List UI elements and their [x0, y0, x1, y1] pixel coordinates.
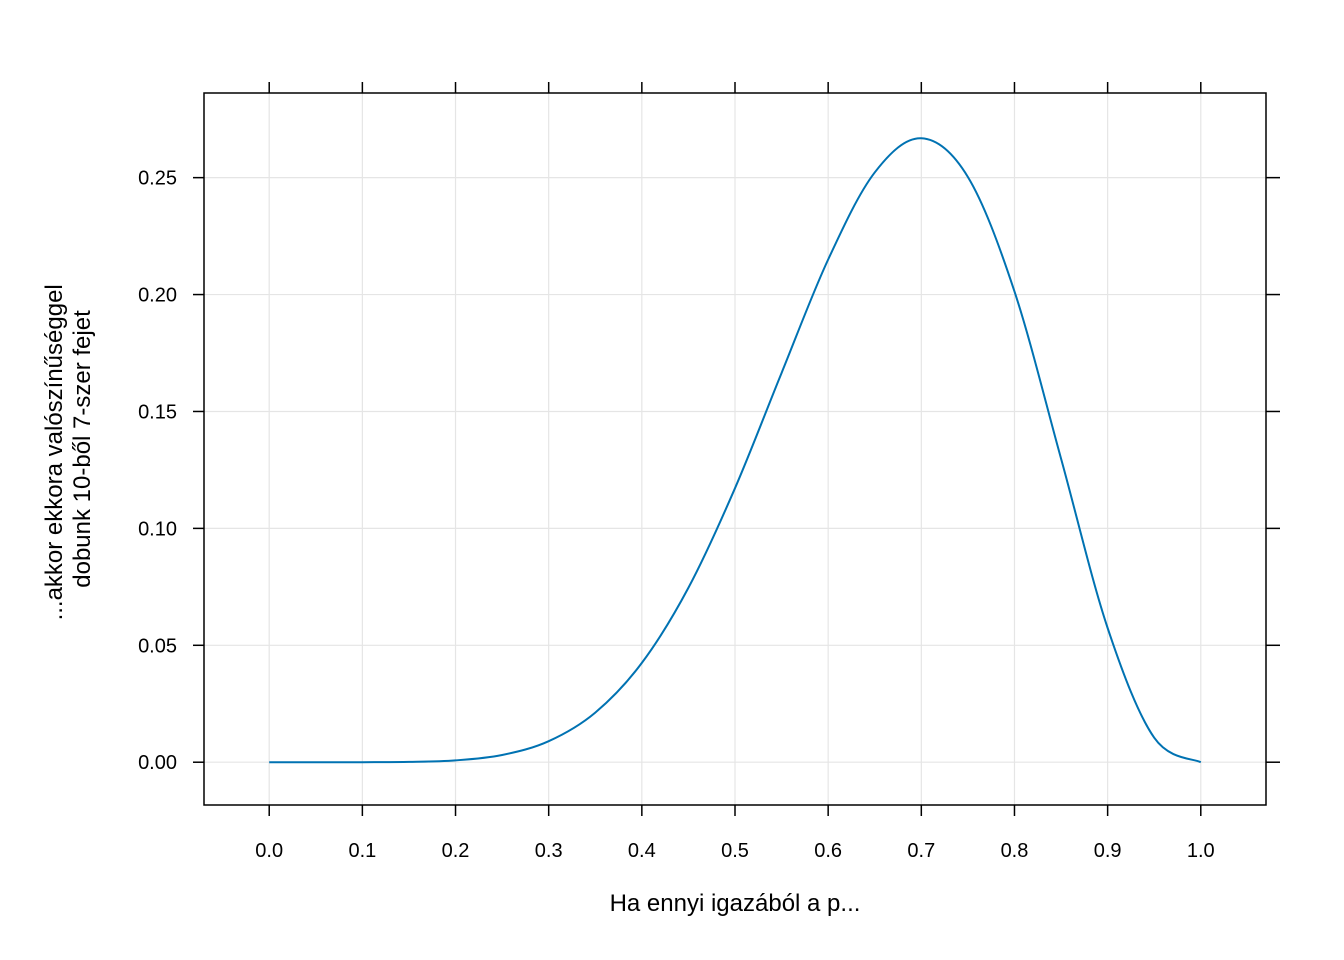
grid — [204, 93, 1266, 805]
x-tick-label: 0.0 — [255, 840, 283, 862]
y-axis-title-line-2: dobunk 10-ből 7-szer fejet — [69, 310, 96, 588]
x-tick-label: 1.0 — [1187, 840, 1215, 862]
axis-ticks — [193, 82, 1280, 816]
x-tick-label: 0.3 — [535, 840, 563, 862]
y-tick-label: 0.15 — [138, 401, 177, 423]
tick-labels: 0.0 0.1 0.2 0.3 0.4 0.5 0.6 0.7 0.8 0.9 1.0 0.00 0.0… — [138, 168, 1215, 862]
x-tick-label: 0.6 — [814, 840, 842, 862]
y-tick-label: 0.25 — [138, 168, 177, 190]
y-tick-label: 0.10 — [138, 518, 177, 540]
y-tick-label: 0.00 — [138, 752, 177, 774]
x-axis-title: Ha ennyi igazából a p... — [610, 890, 861, 917]
y-tick-label: 0.05 — [138, 635, 177, 657]
x-tick-label: 0.4 — [628, 840, 656, 862]
x-tick-label: 0.1 — [348, 840, 376, 862]
x-tick-label: 0.8 — [1001, 840, 1029, 862]
y-axis-title-line-1: ...akkor ekkora valószínűséggel — [41, 284, 68, 620]
x-tick-label: 0.9 — [1094, 840, 1122, 862]
x-tick-label: 0.2 — [442, 840, 470, 862]
y-axis-title: ...akkor ekkora valószínűséggel dobunk 1… — [41, 278, 96, 621]
x-tick-label: 0.7 — [907, 840, 935, 862]
series-line — [269, 137, 1202, 764]
y-tick-label: 0.20 — [138, 285, 177, 307]
x-tick-label: 0.5 — [721, 840, 749, 862]
